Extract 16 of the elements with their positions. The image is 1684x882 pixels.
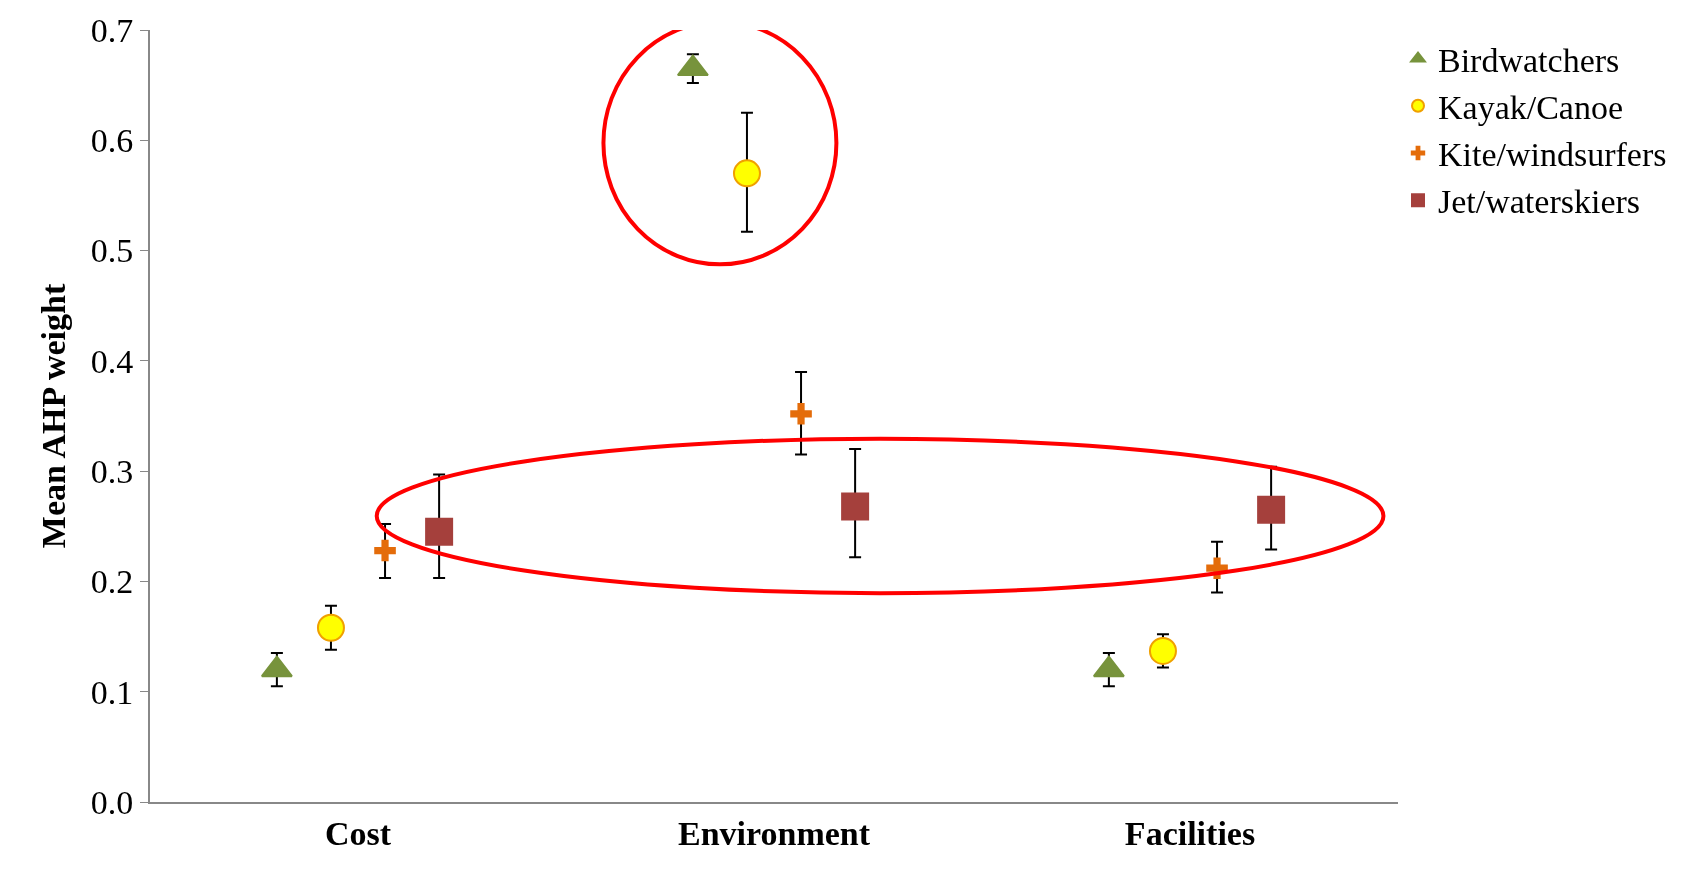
y-tick-label: 0.3 [90,453,134,491]
y-tick-label: 0.2 [90,563,134,601]
y-tick-label: 0.7 [90,11,134,49]
x-tick-label: Cost [324,814,392,852]
legend-label: Jet/waterskiers [1438,183,1641,221]
legend-label: Birdwatchers [1438,41,1620,79]
y-tick-label: 0.6 [90,122,134,160]
x-tick-label: Environment [677,814,871,852]
legend-label: Kayak/Canoe [1438,89,1624,127]
y-axis-title: Mean AHP weight [34,283,72,549]
legend-label: Kite/windsurfers [1438,136,1667,174]
x-tick-label: Facilities [1124,814,1256,852]
y-tick-label: 0.4 [90,342,134,380]
y-tick-label: 0.0 [90,783,134,821]
y-tick-label: 0.5 [90,232,134,270]
y-tick-label: 0.1 [90,673,134,711]
